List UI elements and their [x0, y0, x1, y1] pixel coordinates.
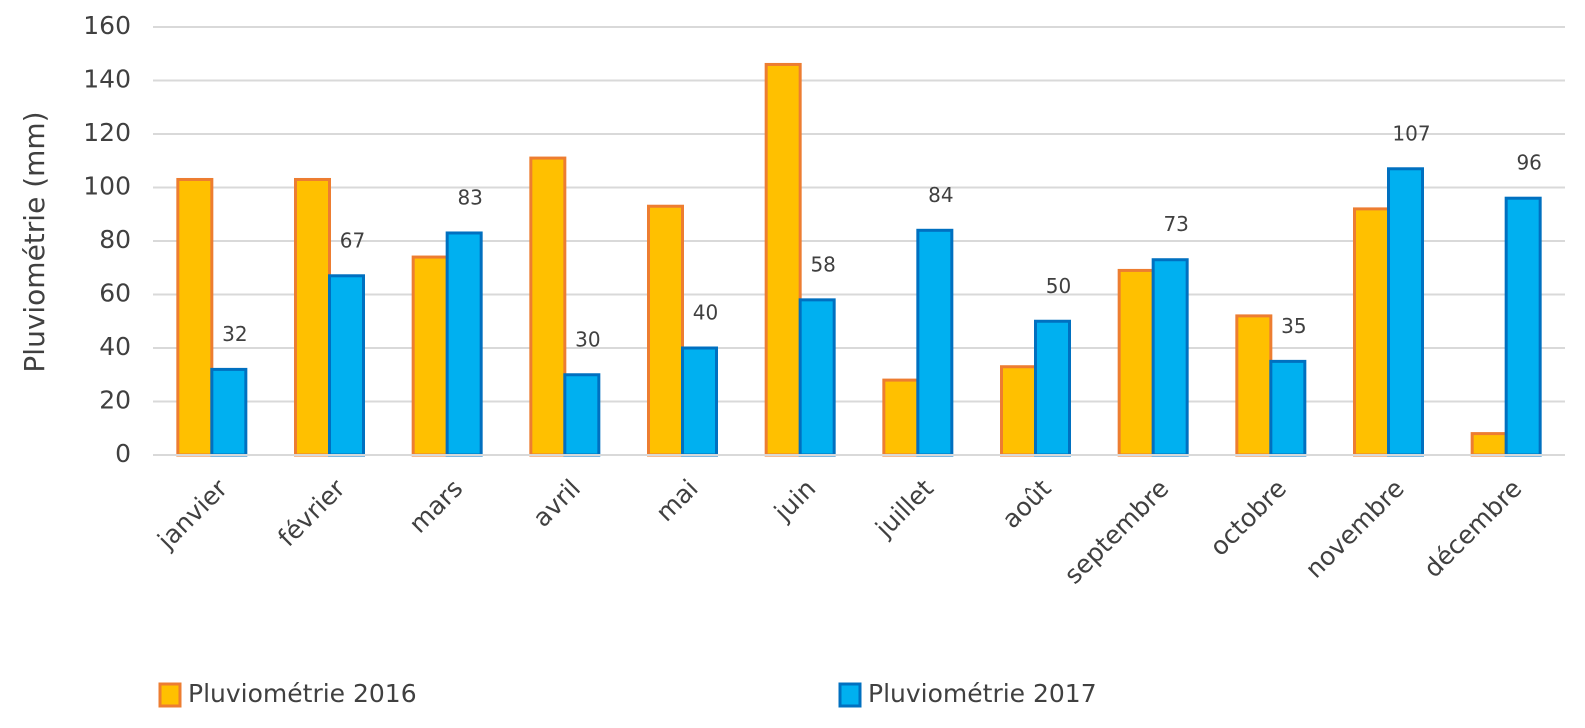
bar [176, 177, 214, 457]
legend-swatch [838, 682, 862, 708]
y-tick-label: 160 [83, 11, 131, 40]
legend-label: Pluviométrie 2017 [868, 679, 1097, 708]
bar [1000, 365, 1037, 457]
bar [445, 231, 483, 457]
data-label: 40 [693, 301, 718, 325]
bar [529, 156, 567, 457]
bar [882, 378, 920, 457]
bar [1151, 258, 1189, 457]
x-tick-label: novembre [1300, 474, 1410, 584]
bar [1117, 268, 1155, 457]
bar [1353, 207, 1390, 457]
x-tick-label: octobre [1204, 474, 1292, 562]
y-tick-label: 40 [99, 332, 131, 361]
y-tick-label: 60 [99, 279, 131, 308]
data-label: 67 [340, 228, 365, 252]
bar [1387, 167, 1424, 457]
bar [1235, 314, 1273, 457]
y-tick-label: 80 [99, 225, 131, 254]
bar [647, 204, 684, 457]
data-label: 32 [222, 322, 247, 346]
bar [294, 177, 331, 457]
bar [1269, 359, 1307, 457]
y-axis-title: Pluviométrie (mm) [18, 111, 51, 372]
bar [563, 373, 601, 457]
bar [411, 255, 449, 457]
x-tick-label: février [272, 473, 351, 552]
x-tick-label: juin [768, 474, 821, 527]
y-tick-label: 140 [83, 65, 131, 94]
data-label: 83 [457, 185, 482, 209]
data-label: 107 [1392, 121, 1430, 145]
x-tick-label: mai [650, 474, 703, 527]
bar [210, 367, 248, 457]
data-label: 58 [810, 252, 835, 276]
bar [1504, 196, 1542, 457]
y-tick-label: 0 [115, 439, 131, 468]
bar [328, 274, 365, 457]
bar [764, 62, 802, 457]
data-label: 73 [1163, 212, 1188, 236]
data-label: 96 [1516, 151, 1541, 175]
x-tick-label: juillet [869, 474, 939, 544]
bar [916, 228, 954, 457]
legend-label: Pluviométrie 2016 [188, 679, 417, 708]
bar [681, 346, 718, 457]
x-tick-label: septembre [1059, 474, 1175, 590]
x-tick-label: mars [403, 474, 468, 539]
bar [798, 298, 836, 457]
data-label: 30 [575, 327, 600, 351]
x-tick-label: avril [527, 474, 586, 533]
x-tick-label: août [996, 474, 1056, 534]
bar [1470, 432, 1508, 457]
x-tick-label: janvier [151, 473, 233, 555]
bar [1034, 319, 1071, 457]
data-label: 84 [928, 183, 953, 207]
y-tick-label: 20 [99, 386, 131, 415]
data-label: 35 [1281, 314, 1306, 338]
legend-swatch [158, 682, 182, 708]
y-tick-label: 120 [83, 118, 131, 147]
x-tick-label: décembre [1418, 474, 1527, 583]
y-tick-label: 100 [83, 172, 131, 201]
data-label: 50 [1046, 274, 1071, 298]
